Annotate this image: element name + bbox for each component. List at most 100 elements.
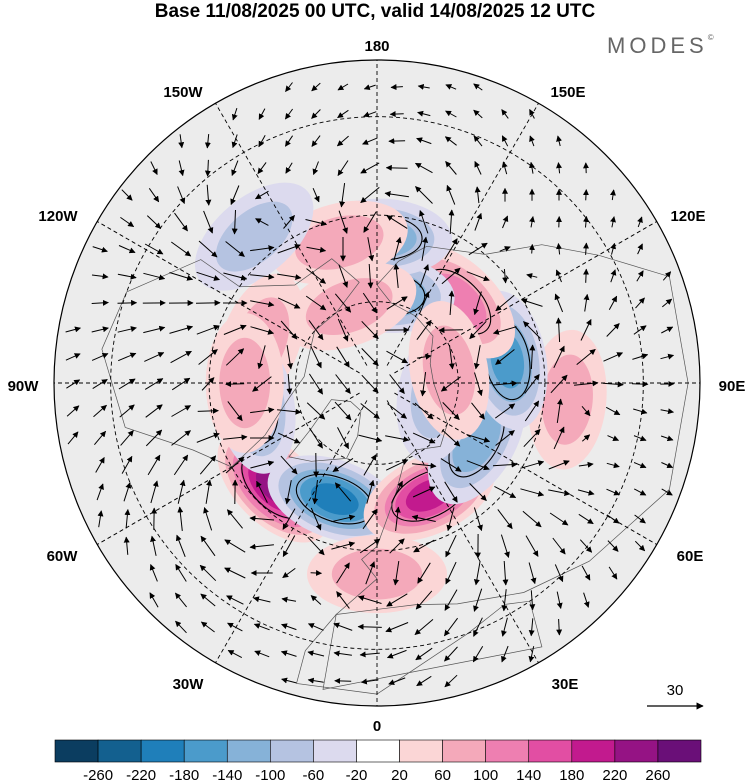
wind-arrow	[603, 352, 624, 362]
wind-arrow	[387, 403, 407, 419]
wind-arrow	[118, 378, 136, 390]
wind-arrow	[312, 188, 320, 203]
wind-arrow	[448, 345, 455, 370]
colorbar-swatch	[54, 739, 99, 763]
wind-arrow	[171, 377, 191, 391]
wind-arrow	[549, 512, 569, 526]
wind-arrow	[386, 593, 408, 607]
wind-arrow	[147, 454, 161, 476]
label-60w: 60W	[47, 548, 79, 565]
wind-arrow	[576, 349, 596, 365]
parallel-line	[295, 301, 459, 465]
wind-arrow	[662, 271, 672, 281]
wind-arrow	[305, 295, 327, 311]
brand-name: MODES	[607, 33, 708, 58]
colorbar-tick-label: -100	[255, 767, 285, 783]
wind-arrow	[583, 242, 590, 255]
wind-arrow	[440, 376, 461, 392]
wind-arrow	[284, 480, 292, 505]
wind-arrow	[444, 589, 458, 611]
wind-arrow	[419, 210, 429, 234]
wind-arrow	[608, 566, 618, 580]
wind-arrow	[309, 427, 323, 449]
wind-arrow	[502, 560, 509, 586]
colorbar-swatch	[270, 739, 314, 763]
colorbar	[54, 739, 702, 763]
wind-arrow	[363, 454, 377, 476]
wind-arrow	[361, 374, 379, 394]
wind-arrow	[97, 510, 104, 528]
wind-arrow	[417, 562, 431, 584]
wind-arrow	[583, 293, 590, 312]
contour-level	[310, 483, 359, 516]
wind-arrow	[389, 111, 404, 118]
wind-arrow	[556, 398, 563, 423]
wind-arrow	[520, 298, 543, 307]
wind-arrow	[390, 84, 403, 91]
wind-arrow	[414, 402, 434, 420]
wind-arrow	[257, 162, 267, 175]
wind-arrow	[196, 432, 220, 443]
wind-arrow	[95, 456, 105, 473]
wind-arrow	[357, 595, 382, 604]
wind-arrow	[583, 592, 590, 608]
wind-arrow	[306, 246, 327, 253]
wind-arrow	[120, 430, 134, 446]
wind-arrow	[250, 326, 275, 335]
wind-arrow	[359, 538, 381, 554]
wind-arrow	[445, 161, 457, 175]
wind-arrow	[230, 185, 240, 206]
label-90e: 90E	[719, 378, 746, 395]
wind-arrow	[199, 564, 217, 582]
wind-arrow	[173, 454, 189, 476]
wind-arrow	[280, 455, 298, 475]
wind-arrow	[386, 350, 409, 364]
wind-arrow	[384, 191, 409, 198]
wind-arrow	[661, 326, 674, 334]
wind-arrow	[492, 461, 518, 468]
wind-arrow	[660, 408, 674, 415]
label-30e: 30E	[552, 676, 579, 693]
wind-arrow	[577, 489, 595, 496]
wind-arrow	[253, 596, 271, 603]
wind-arrow	[277, 432, 301, 444]
colorbar-tick-label: -220	[126, 767, 156, 783]
colorbar-swatch	[313, 739, 357, 763]
wind-arrow	[637, 243, 643, 255]
wind-arrow	[119, 404, 135, 418]
wind-arrow	[227, 509, 243, 529]
wind-arrow	[415, 186, 433, 204]
meridian-line	[215, 400, 368, 663]
wind-arrow	[171, 430, 191, 446]
wind-arrow	[280, 320, 298, 340]
wind-arrow	[466, 434, 491, 443]
wind-arrow	[284, 108, 294, 120]
wind-arrow	[446, 507, 455, 532]
wind-arrow	[197, 407, 219, 414]
wind-arrow	[528, 243, 535, 254]
wind-arrow	[360, 187, 380, 203]
wind-arrow	[473, 507, 483, 532]
wind-arrow	[473, 561, 481, 586]
wind-arrow	[416, 675, 432, 687]
meridian-line	[215, 103, 368, 366]
colorbar-swatch	[614, 739, 659, 763]
wind-arrow	[494, 485, 517, 499]
wind-arrow	[501, 161, 508, 175]
wind-arrow	[277, 297, 301, 309]
wind-arrow	[581, 405, 591, 417]
wind-arrow	[336, 591, 350, 609]
wind-arrow	[525, 535, 539, 557]
wind-arrow	[633, 435, 647, 442]
coastline-1	[288, 399, 362, 462]
wind-arrow	[523, 428, 541, 448]
wind-arrow	[637, 216, 643, 228]
wind-arrow	[286, 345, 294, 370]
wind-arrow	[365, 561, 376, 585]
wind-arrow	[227, 401, 243, 422]
wind-arrow	[444, 136, 457, 146]
wind-arrow	[282, 567, 296, 579]
wind-arrow	[492, 326, 517, 335]
wind-arrow	[336, 562, 350, 584]
wind-arrow	[145, 429, 163, 447]
